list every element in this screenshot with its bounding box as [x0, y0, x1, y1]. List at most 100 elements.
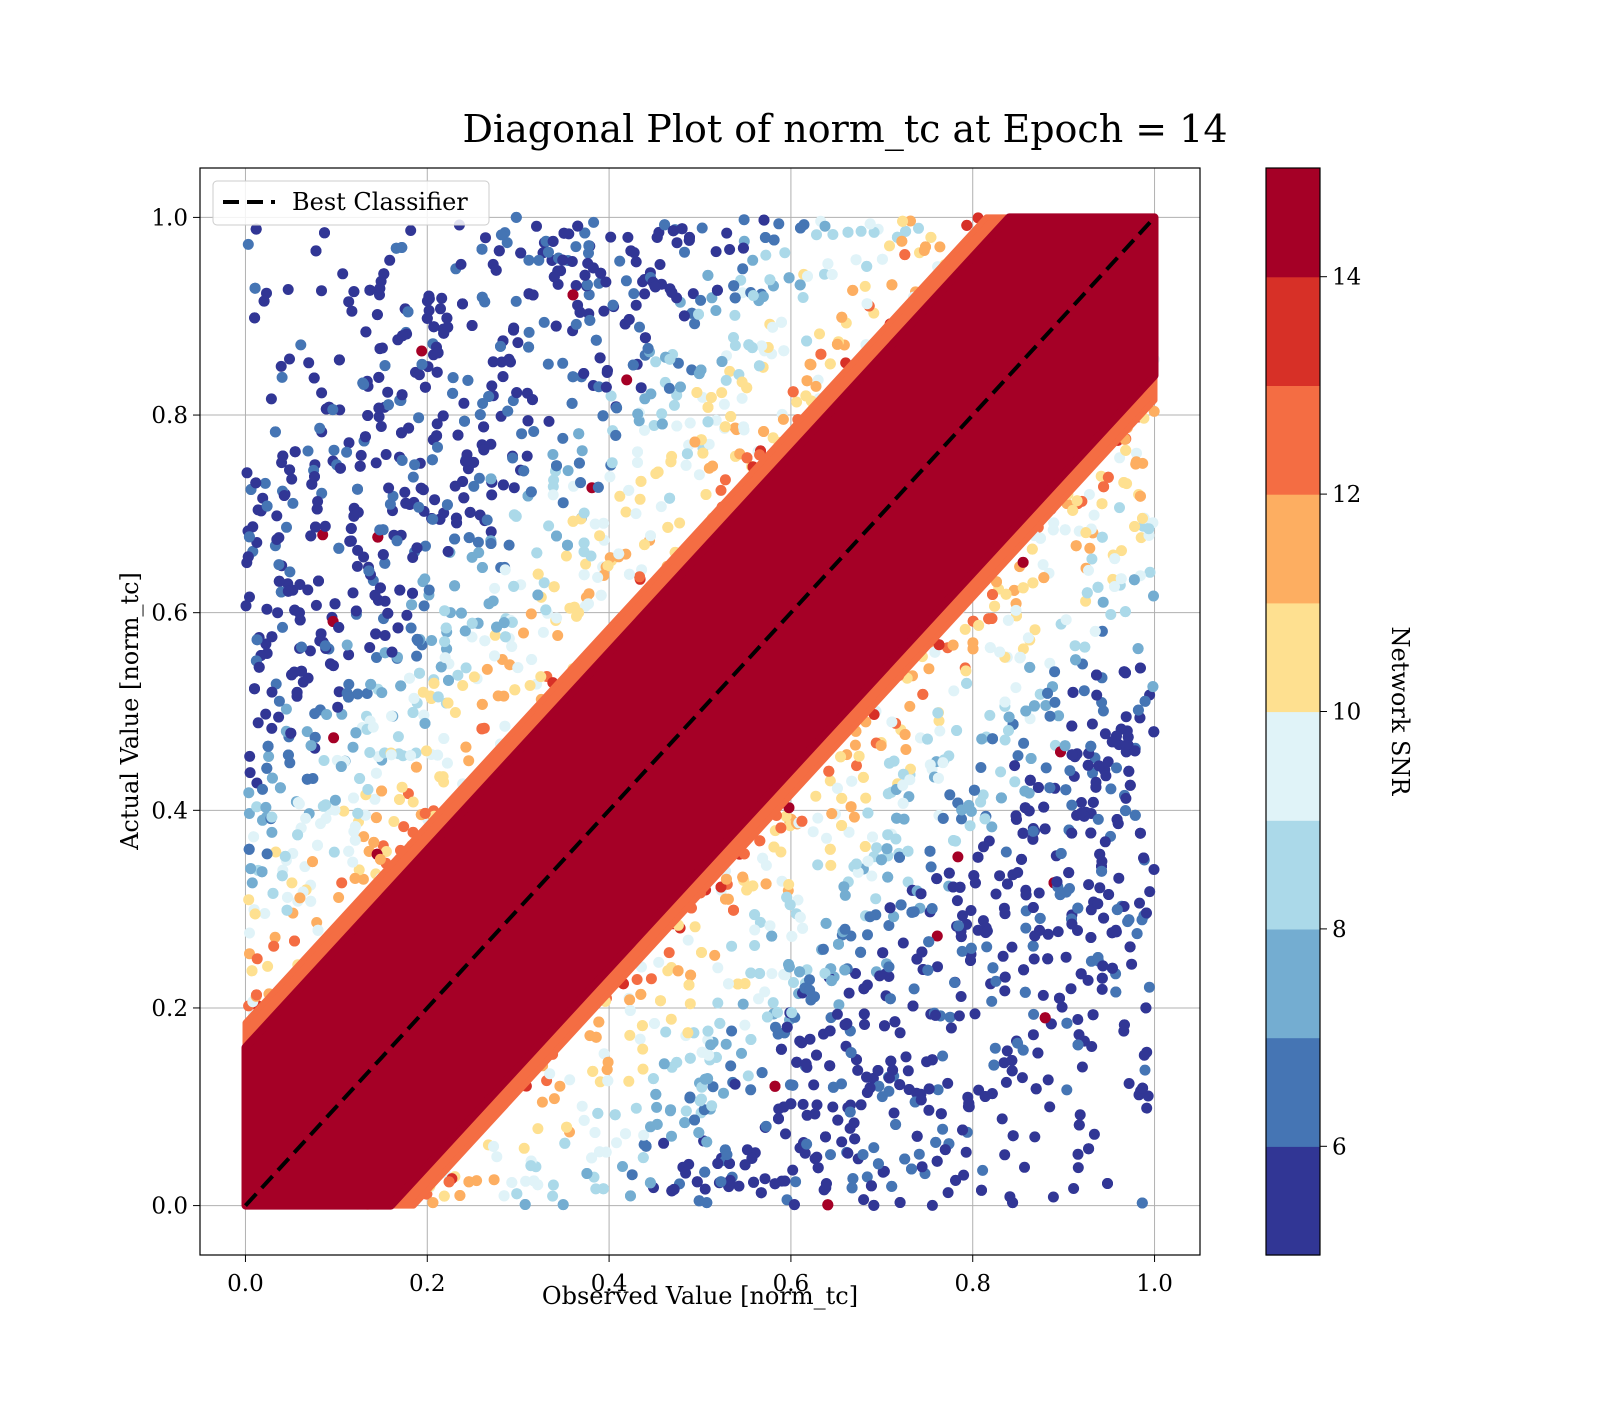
scatter-point	[682, 934, 694, 946]
scatter-point	[1129, 809, 1141, 821]
scatter-point	[531, 547, 543, 559]
scatter-point	[767, 321, 779, 333]
scatter-point	[488, 1174, 500, 1186]
scatter-point	[729, 1078, 741, 1090]
scatter-point	[276, 371, 288, 383]
scatter-point	[343, 691, 354, 703]
scatter-point	[881, 843, 893, 855]
scatter-point	[442, 697, 454, 709]
scatter-point	[485, 526, 497, 538]
scatter-point	[737, 871, 749, 883]
scatter-point	[889, 1016, 901, 1028]
scatter-point	[328, 444, 340, 456]
scatter-point	[825, 1149, 836, 1161]
scatter-point	[1148, 405, 1160, 417]
scatter-point	[447, 387, 459, 399]
scatter-point	[1012, 750, 1024, 762]
scatter-point	[926, 1054, 938, 1066]
scatter-point	[960, 665, 972, 677]
scatter-point	[707, 460, 718, 472]
scatter-point	[934, 725, 946, 737]
scatter-point	[460, 662, 472, 674]
scatter-point	[1092, 581, 1104, 593]
scatter-point	[728, 904, 739, 916]
scatter-point	[355, 449, 367, 461]
scatter-point	[441, 312, 453, 324]
y-tick-label: 0.8	[151, 403, 188, 429]
scatter-point	[1148, 726, 1160, 738]
scatter-point	[1040, 762, 1052, 774]
scatter-point	[249, 683, 260, 695]
scatter-point	[651, 1118, 663, 1130]
scatter-point	[468, 456, 480, 468]
scatter-point	[836, 792, 848, 804]
scatter-point	[485, 473, 497, 485]
scatter-point	[797, 922, 809, 934]
scatter-point	[672, 357, 684, 369]
scatter-point	[377, 549, 389, 561]
scatter-point	[1066, 827, 1078, 839]
scatter-point	[373, 411, 385, 423]
scatter-point	[668, 399, 680, 411]
scatter-point	[652, 466, 664, 478]
scatter-point	[1134, 897, 1145, 909]
scatter-point	[986, 613, 998, 624]
scatter-point	[1120, 805, 1131, 817]
scatter-point	[246, 965, 258, 977]
scatter-point	[474, 409, 486, 421]
scatter-point	[1086, 1041, 1098, 1052]
scatter-point	[848, 1117, 860, 1129]
scatter-point	[894, 1079, 906, 1091]
scatter-point	[820, 1178, 832, 1190]
y-tick-label: 0.0	[151, 1194, 188, 1220]
scatter-point	[703, 1049, 715, 1061]
scatter-point	[862, 855, 874, 867]
scatter-point	[699, 1073, 711, 1085]
scatter-point	[457, 298, 468, 310]
scatter-point	[956, 804, 968, 816]
scatter-point	[407, 587, 418, 599]
scatter-point	[611, 1137, 622, 1149]
scatter-point	[476, 698, 488, 710]
scatter-point	[1003, 725, 1014, 736]
colorbar-segment	[1266, 385, 1320, 495]
scatter-point	[825, 859, 837, 871]
scatter-point	[1044, 1101, 1056, 1113]
scatter-point	[1115, 573, 1127, 585]
scatter-point	[605, 390, 617, 402]
scatter-point	[902, 1065, 914, 1077]
scatter-point	[578, 569, 590, 581]
scatter-point	[364, 747, 376, 758]
scatter-point	[249, 908, 261, 920]
scatter-point	[683, 979, 695, 991]
scatter-point	[1074, 1109, 1086, 1121]
scatter-point	[849, 1133, 861, 1145]
scatter-point	[294, 892, 306, 904]
scatter-point	[1112, 818, 1124, 830]
scatter-point	[1047, 524, 1059, 536]
scatter-point	[497, 371, 509, 383]
scatter-point	[307, 856, 318, 868]
scatter-point	[811, 229, 822, 241]
scatter-point	[759, 232, 771, 243]
scatter-point	[343, 678, 355, 690]
scatter-point	[1085, 932, 1097, 943]
x-tick-label: 0.2	[409, 1271, 446, 1297]
scatter-point	[827, 1101, 839, 1113]
scatter-point	[1083, 489, 1095, 500]
scatter-point	[702, 416, 714, 428]
scatter-point	[1083, 879, 1095, 891]
scatter-point	[821, 832, 832, 844]
scatter-point	[284, 353, 295, 365]
plot-frame	[199, 167, 1201, 1256]
scatter-point	[637, 1152, 649, 1164]
scatter-point	[710, 246, 722, 258]
scatter-point	[432, 441, 443, 453]
scatter-point	[358, 831, 370, 843]
scatter-point	[689, 436, 701, 448]
scatter-point	[620, 275, 632, 287]
scatter-point	[639, 539, 650, 551]
scatter-point	[843, 826, 855, 838]
scatter-point	[449, 533, 461, 545]
scatter-point	[537, 626, 549, 638]
